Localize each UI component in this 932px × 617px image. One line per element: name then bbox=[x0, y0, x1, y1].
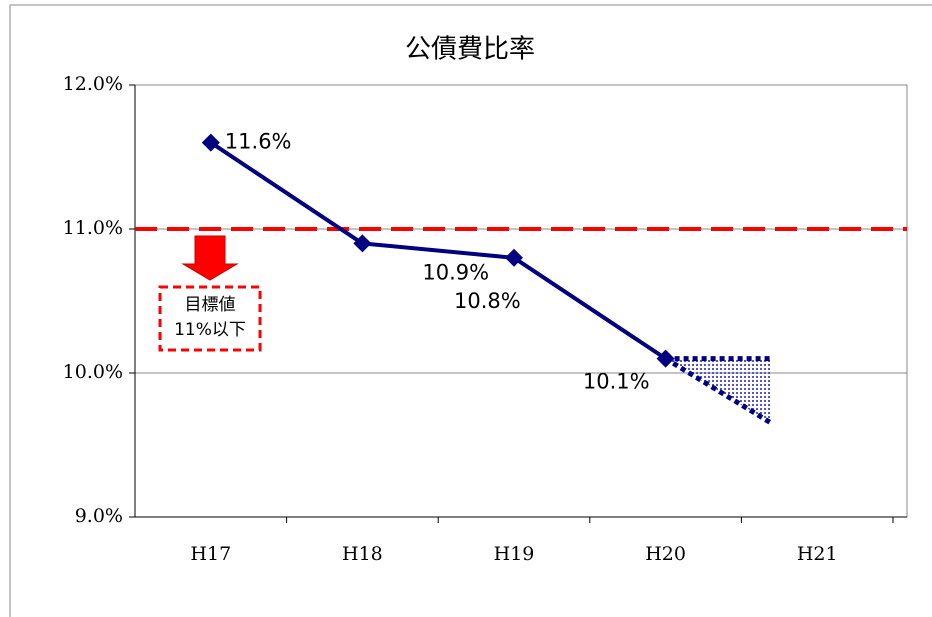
data-label: 10.8% bbox=[454, 289, 521, 313]
x-tick-label: H18 bbox=[342, 543, 383, 565]
y-tick-label: 12.0% bbox=[63, 73, 123, 95]
y-tick-label: 10.0% bbox=[63, 361, 123, 383]
y-tick-label: 11.0% bbox=[63, 217, 123, 239]
y-tick-label: 9.0% bbox=[75, 505, 123, 527]
data-label: 11.6% bbox=[225, 130, 292, 154]
x-tick-label: H21 bbox=[797, 543, 838, 565]
x-tick-label: H20 bbox=[645, 543, 686, 565]
target-arrow bbox=[181, 235, 239, 281]
marker bbox=[656, 349, 675, 368]
data-label: 10.9% bbox=[422, 260, 489, 284]
marker bbox=[353, 234, 372, 253]
marker bbox=[505, 248, 523, 267]
plot-area bbox=[134, 84, 908, 518]
target-label: 目標値 bbox=[185, 295, 236, 315]
projection-line bbox=[664, 356, 774, 426]
x-tick-label: H19 bbox=[494, 543, 535, 565]
data-label: 10.1% bbox=[583, 370, 650, 394]
chart-title: 公債費比率 bbox=[405, 35, 535, 65]
marker bbox=[201, 133, 220, 152]
target-label: 11%以下 bbox=[174, 320, 246, 340]
data-line bbox=[209, 140, 667, 361]
x-tick-label: H17 bbox=[190, 543, 231, 565]
target-box bbox=[158, 285, 262, 352]
